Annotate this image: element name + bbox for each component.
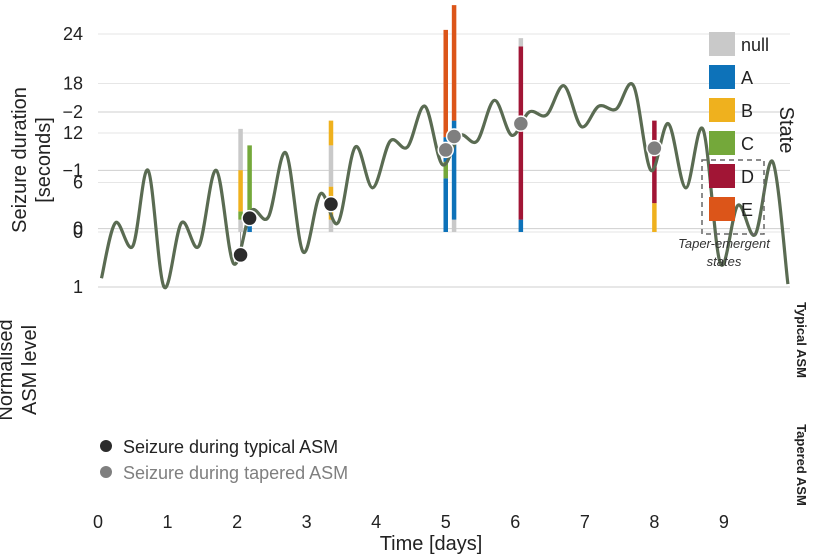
x-tick-label: 7 [580,512,590,532]
bar-chart-y-axis-title: Seizure duration [seconds] [9,87,55,233]
legend-label-b: B [741,101,753,121]
typical-asm-label: Typical ASM [794,302,809,378]
x-tick-label: 3 [302,512,312,532]
seizure-duration-bars [238,5,657,232]
bar-segment-null [518,38,524,47]
taper-emergent-label-line: states [707,254,742,269]
bar-y-tick-label: 6 [73,173,83,193]
tapered-asm-label: Tapered ASM [794,424,809,506]
bar-segment-a [247,223,252,232]
bar-segment-c [443,161,448,179]
tapered-seizure-marker [437,141,454,159]
bar-segment-d [652,120,657,204]
asm-level-path [99,82,790,290]
bar-segment-b [328,120,334,146]
x-tick-label: 2 [232,512,242,532]
x-tick-label: 1 [163,512,173,532]
legend-swatch-e [709,197,735,221]
x-tick-label: 4 [371,512,381,532]
bar-segment-null [238,128,243,171]
line-y-tick-label: 0 [73,219,83,239]
typical-seizure-marker [322,195,340,213]
legend-swatch-c [709,131,735,155]
tapered-seizure-marker [646,139,663,157]
line-y-tick-label: 1 [73,277,83,297]
axis-title-line: Seizure duration [9,87,31,233]
bar-segment-d [518,46,524,220]
bar-segment-e [451,5,457,121]
bar-segment-b [238,170,243,212]
bar-segment-b [652,203,657,232]
legend-label-d: D [741,167,754,187]
axis-title-line: [seconds] [33,117,55,203]
bar-segment-null [451,219,457,232]
legend-swatch-null [709,32,735,56]
bar-segment-c [247,145,252,224]
line-chart-y-axis-title: Normalised ASM level [0,319,41,420]
bar-y-tick-label: 24 [63,24,83,44]
marker-legend: Seizure during typical ASM Seizure durin… [100,437,348,483]
bar-segment-a [451,120,457,220]
taper-emergent-box [701,159,765,235]
bar-segment-e [443,29,448,138]
legend-label-a: A [741,68,753,88]
legend-label-c: C [741,134,754,154]
typical-legend-marker [100,440,112,452]
typical-seizure-marker [241,209,258,227]
line-y-tick-label: −2 [62,102,83,122]
bar-y-tick-label: 0 [73,222,83,242]
x-axis-title: Time [days] [380,533,483,555]
typical-seizure-marker [232,246,249,264]
x-tick-label: 5 [441,512,451,532]
x-tick-label: 6 [510,512,520,532]
x-tick-label: 0 [93,512,103,532]
state-legend-title: State [775,107,797,154]
bar-segment-null [328,145,334,187]
bar-segment-null [328,219,334,232]
bar-segment-c [238,211,243,220]
legend-swatch-a [709,65,735,89]
legend-swatch-b [709,98,735,122]
bar-y-tick-label: 18 [63,74,83,94]
x-tick-label: 8 [649,512,659,532]
legend-label-e: E [741,200,753,220]
tapered-seizure-marker [445,128,463,145]
seizure-markers [232,115,663,264]
taper-emergent-label: Taper-emergent states [678,236,771,269]
legend-swatch-d [709,164,735,188]
asm-level-line [99,82,790,290]
bar-y-tick-label: 12 [63,123,83,143]
typical-legend-label: Seizure during typical ASM [123,437,338,457]
axis-title-line: ASM level [19,325,41,415]
line-y-tick-label: −1 [62,160,83,180]
bar-segment-null [238,219,243,232]
tapered-seizure-marker [512,115,530,132]
axis-title-line: Normalised [0,319,17,420]
taper-emergent-label-line: Taper-emergent [678,236,771,251]
x-tick-label: 9 [719,512,729,532]
bar-segment-a [518,219,524,232]
tapered-legend-label: Seizure during tapered ASM [123,463,348,483]
bar-segment-a [443,178,448,232]
tapered-legend-marker [100,466,112,478]
legend-label-null: null [741,35,769,55]
